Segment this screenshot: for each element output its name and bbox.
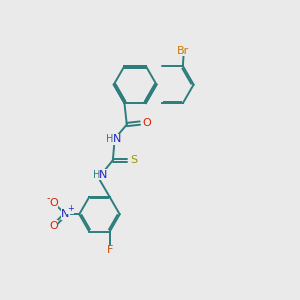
Text: O: O [142,118,151,128]
Text: N: N [112,134,121,144]
Text: H: H [106,134,113,144]
Text: H: H [92,170,100,180]
Text: O: O [49,220,58,231]
Text: -: - [46,194,50,203]
Text: F: F [106,245,113,255]
Text: O: O [49,198,58,208]
Text: N: N [61,209,70,219]
Text: +: + [67,204,74,213]
Text: N: N [99,170,107,180]
Text: S: S [130,155,137,165]
Text: Br: Br [177,46,190,56]
